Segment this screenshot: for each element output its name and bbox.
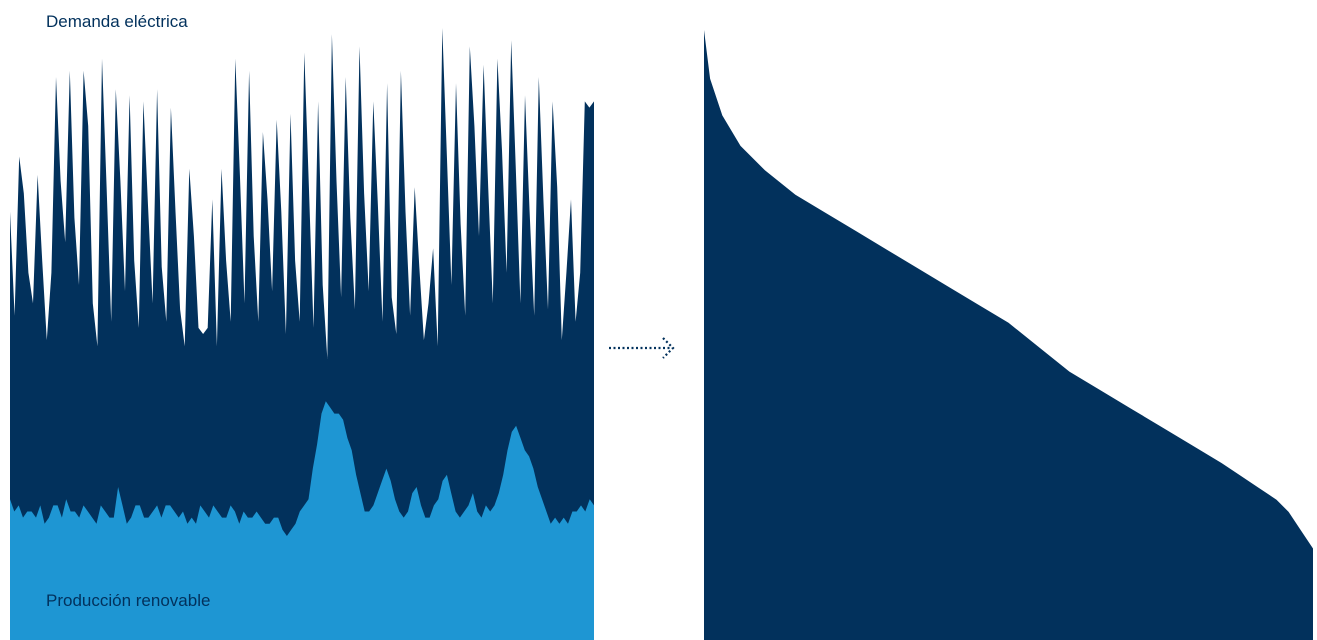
load-duration-curve-chart	[704, 30, 1313, 640]
renewable-area	[10, 401, 594, 640]
load-duration-area	[704, 30, 1313, 640]
demand-vs-renewable-chart	[10, 28, 594, 640]
demand-label: Demanda eléctrica	[46, 12, 188, 31]
dotted-right-arrow-icon	[609, 337, 675, 359]
renewable-label: Producción renovable	[46, 591, 210, 610]
